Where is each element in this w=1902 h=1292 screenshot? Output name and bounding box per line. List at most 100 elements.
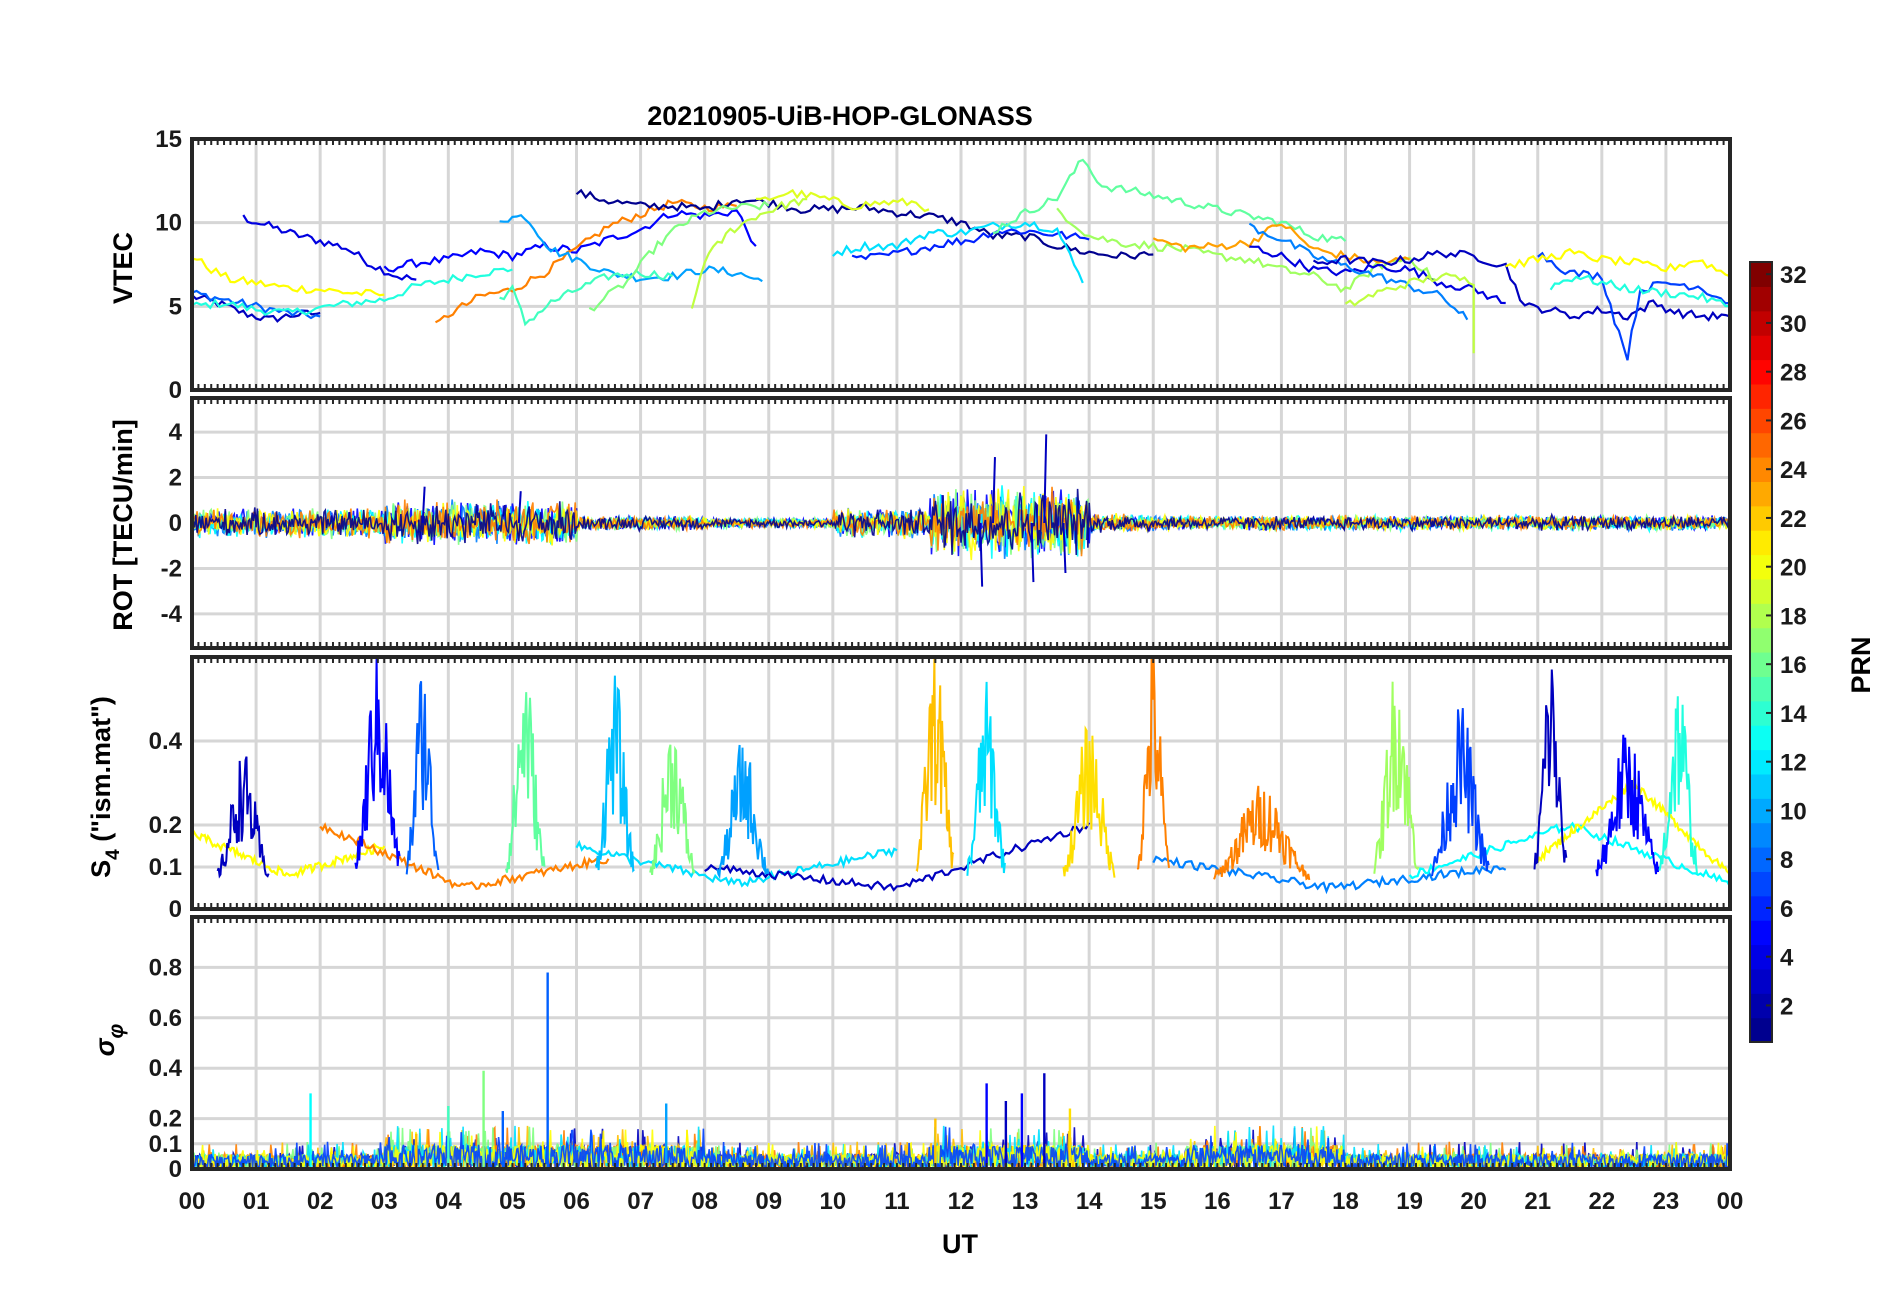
colorbar-tick-label: 2 — [1780, 993, 1793, 1020]
vtec-series-prn-24 — [434, 198, 737, 324]
rot-series — [192, 488, 1730, 556]
sigma-phi-y-label-sub: φ — [105, 1023, 128, 1038]
s4-y-label-rest: ("ism.mat") — [86, 696, 116, 849]
colorbar-tick-label: 28 — [1780, 360, 1807, 387]
y-tick-label: 0 — [169, 510, 182, 537]
x-tick-label: 06 — [563, 1188, 590, 1215]
colorbar-tick-label: 6 — [1780, 896, 1793, 923]
colorbar-segment — [1750, 505, 1772, 531]
rot-series — [192, 489, 1730, 559]
x-tick-label: 11 — [884, 1188, 909, 1215]
y-tick-label: 0.8 — [149, 954, 182, 981]
x-tick-label: 00 — [1717, 1188, 1744, 1215]
x-tick-label: 08 — [691, 1188, 718, 1215]
vtec-series-prn-18 — [1344, 272, 1475, 354]
vtec-series-prn-15 — [992, 158, 1347, 244]
vtec-series-prn-5 — [383, 209, 757, 273]
colorbar-segment — [1750, 700, 1772, 726]
colorbar-segment — [1750, 676, 1772, 702]
colorbar-segment — [1750, 359, 1772, 385]
s4-panel: 0 0.1 0.2 0.4 — [149, 655, 1732, 923]
x-tick-label: 02 — [307, 1188, 334, 1215]
colorbar-tick-label: 30 — [1780, 311, 1807, 338]
s4-burst — [1431, 708, 1490, 877]
colorbar-segment — [1750, 895, 1772, 921]
s4-burst — [505, 692, 546, 873]
rot-peak — [1030, 522, 1035, 583]
s4-baseline-arc — [1152, 855, 1507, 895]
plot-area — [192, 657, 1730, 895]
y-tick-label: 10 — [155, 210, 182, 237]
vtec-series-prn-13 — [192, 267, 513, 316]
s4-burst — [216, 756, 270, 879]
colorbar-tick-label: 20 — [1780, 555, 1807, 582]
y-tick-label: 0 — [169, 1156, 182, 1183]
colorbar-tick-label: 16 — [1780, 652, 1807, 679]
s4-burst — [1213, 785, 1311, 881]
colorbar-segment — [1750, 1017, 1772, 1043]
vtec-series-prn-17 — [1056, 207, 1436, 294]
x-tick-label: 10 — [819, 1188, 846, 1215]
rot-peak — [992, 457, 996, 524]
x-tick-label: 07 — [627, 1188, 654, 1215]
colorbar-tick-label: 22 — [1780, 506, 1807, 533]
s4-burst — [1062, 725, 1116, 878]
y-tick-label: 2 — [169, 465, 182, 492]
colorbar-tick-label: 24 — [1780, 457, 1807, 484]
x-tick-label: 03 — [371, 1188, 398, 1215]
colorbar-segment — [1750, 262, 1772, 287]
s4-burst — [1136, 657, 1170, 870]
vtec-y-label: VTEC — [108, 232, 138, 304]
y-tick-label: 0.1 — [149, 854, 182, 881]
y-tick-label: 0.2 — [149, 1106, 182, 1133]
x-tick-label: 23 — [1653, 1188, 1680, 1215]
x-tick-label: 20 — [1460, 1188, 1487, 1215]
colorbar-tick-label: 32 — [1780, 262, 1807, 289]
rot-peak — [979, 522, 984, 587]
vtec-series-prn-14 — [499, 268, 674, 327]
y-tick-label: 0.4 — [149, 1055, 183, 1082]
y-tick-label: 0.1 — [149, 1131, 182, 1158]
x-tick-label: 05 — [499, 1188, 526, 1215]
sigma-phi-y-label: σφ — [90, 1023, 128, 1056]
colorbar-segment — [1750, 944, 1772, 970]
colorbar-segment — [1750, 383, 1772, 409]
colorbar-segment — [1750, 871, 1772, 897]
y-tick-label: 0.4 — [149, 728, 183, 755]
colorbar-frame — [1749, 261, 1773, 1043]
rot-peak — [421, 486, 426, 524]
x-axis-tick-labels: 00 01 02 03 04 05 06 07 08 09 10 11 12 13 14 15 16 17 18 19… — [179, 1188, 1744, 1215]
vtec-series-prn-18 — [690, 198, 808, 309]
x-tick-label: 13 — [1012, 1188, 1039, 1215]
colorbar-tick-label: 8 — [1780, 847, 1793, 874]
colorbar-segment — [1750, 481, 1772, 507]
colorbar-segment — [1750, 652, 1772, 677]
colorbar-segment — [1750, 627, 1772, 653]
colorbar-segment — [1750, 725, 1772, 751]
s4-baseline-arc — [319, 822, 610, 891]
plot-area — [192, 158, 1730, 361]
vtec-series-prn-20 — [192, 257, 385, 297]
vtec-series-prn-7 — [851, 228, 1090, 261]
colorbar-tick-label: 26 — [1780, 408, 1807, 435]
s4-burst — [1533, 669, 1568, 870]
x-tick-label: 22 — [1588, 1188, 1615, 1215]
s4-burst — [966, 681, 1006, 876]
s4-burst — [354, 657, 401, 869]
chart-title: 20210905-UiB-HOP-GLONASS — [647, 101, 1033, 131]
colorbar-segment — [1750, 749, 1772, 775]
x-tick-label: 14 — [1076, 1188, 1103, 1215]
colorbar-segment — [1750, 993, 1772, 1019]
y-tick-label: 5 — [169, 293, 182, 320]
s4-burst — [716, 744, 770, 880]
plot-area — [192, 434, 1730, 587]
rot-y-label: ROT [TECU/min] — [108, 419, 138, 630]
sigma-phi-y-label-main: σ — [90, 1037, 120, 1056]
colorbar-label: PRN — [1846, 636, 1876, 693]
s4-baseline-arc — [1408, 821, 1730, 888]
vtec-series-prn-20 — [1505, 247, 1730, 278]
s4-burst — [594, 675, 635, 873]
colorbar-segment — [1750, 847, 1772, 872]
